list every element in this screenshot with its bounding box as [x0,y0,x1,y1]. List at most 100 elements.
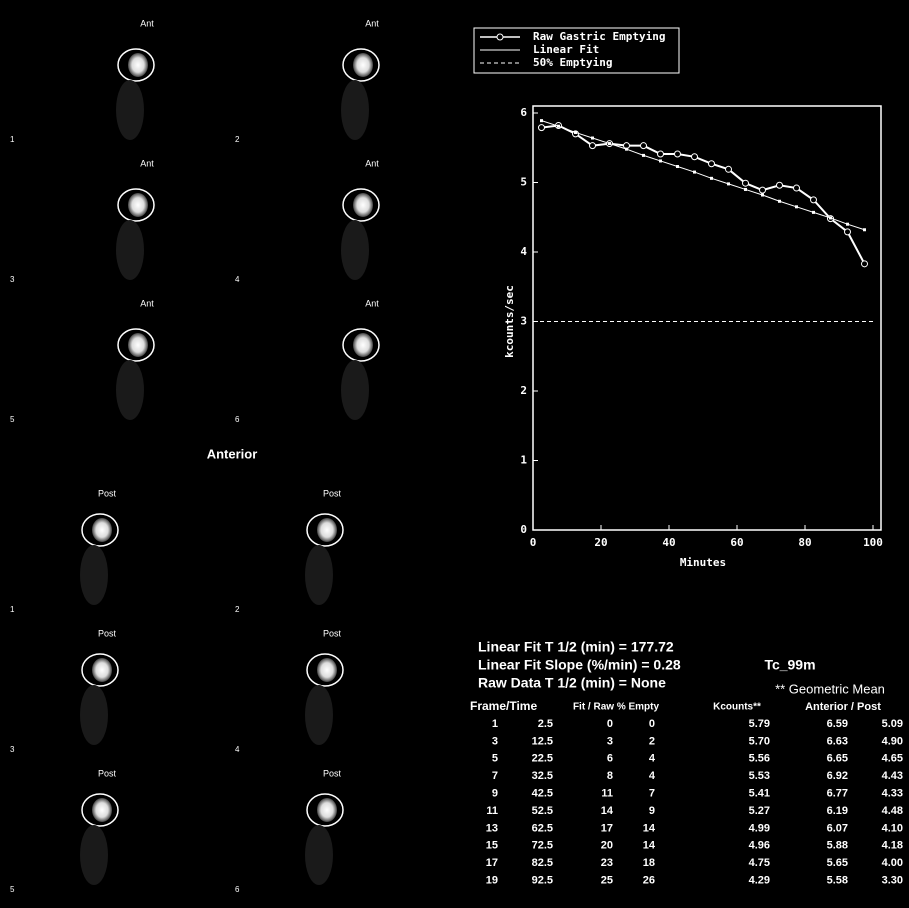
table-cell: 7 [492,770,498,782]
frame-number: 4 [235,745,240,754]
table-cell: 6.63 [827,735,848,747]
data-point [726,166,732,172]
data-point [794,185,800,191]
table-cell: 4.00 [882,857,903,869]
table-cell: 5.79 [749,718,770,730]
table-cell: 4.99 [749,822,770,834]
table-cell: 4 [649,753,656,765]
data-point [658,151,664,157]
view-label: Ant [365,18,379,28]
frame-number: 6 [235,415,240,424]
fit-point [761,194,764,197]
table-cell: 19 [486,875,498,887]
table-cell: 15 [486,840,498,852]
legend-label: 50% Emptying [533,56,612,69]
activity-blob [128,53,148,77]
table-cell: 3 [607,735,613,747]
y-tick-label: 4 [520,245,527,258]
table-cell: 5.65 [827,857,848,869]
view-label: Ant [140,298,154,308]
fit-point [744,188,747,191]
table-cell: 18 [643,857,655,869]
table-cell: 11 [601,788,613,800]
table-cell: 6.77 [827,788,848,800]
faint-activity [305,545,333,605]
y-tick-label: 5 [520,176,527,189]
table-cell: 4.43 [882,770,903,782]
fit-point [693,171,696,174]
table-cell: 14 [643,840,656,852]
table-cell: 1 [492,718,498,730]
table-cell: 92.5 [532,875,553,887]
data-point [811,197,817,203]
view-label: Post [98,488,117,498]
table-cell: 5.70 [749,735,770,747]
stat-line: Linear Fit T 1/2 (min) = 177.72 [478,639,674,655]
y-tick-label: 0 [520,523,527,536]
data-point [709,161,715,167]
fit-point [829,216,832,219]
table-cell: 5.27 [749,805,770,817]
activity-blob [92,658,112,682]
legend-label: Raw Gastric Emptying [533,30,665,43]
table-cell: 26 [643,875,655,887]
fit-point [778,200,781,203]
data-point [760,187,766,193]
table-cell: 3 [492,735,498,747]
view-label: Post [98,628,117,638]
table-cell: 4.75 [749,857,770,869]
table-cell: 6 [607,753,613,765]
frame-number: 1 [10,135,15,144]
fit-point [625,148,628,151]
x-tick-label: 0 [530,536,537,549]
activity-blob [353,193,373,217]
fit-point [863,228,866,231]
frame-number: 6 [235,885,240,894]
table-cell: 25 [601,875,613,887]
fit-point [795,205,798,208]
data-point [743,180,749,186]
table-cell: 4.65 [882,753,903,765]
table-cell: 4.33 [882,788,903,800]
table-cell: 0 [649,718,655,730]
table-cell: 2.5 [538,718,553,730]
view-title: Anterior [207,446,258,461]
frame-number: 1 [10,605,15,614]
table-cell: 5.41 [749,788,770,800]
x-tick-label: 100 [863,536,883,549]
table-cell: 14 [601,805,614,817]
table-cell: 4.29 [749,875,770,887]
table-cell: 6.92 [827,770,848,782]
activity-blob [128,193,148,217]
fit-point [659,159,662,162]
faint-activity [341,80,369,140]
fit-point [812,211,815,214]
table-cell: 20 [601,840,613,852]
faint-activity [116,80,144,140]
frame-number: 3 [10,745,15,754]
table-cell: 32.5 [532,770,553,782]
activity-blob [353,333,373,357]
table-cell: 23 [601,857,613,869]
table-cell: 6.07 [827,822,848,834]
table-cell: 5.09 [882,718,903,730]
table-cell: 14 [643,822,656,834]
table-cell: 4.18 [882,840,903,852]
faint-activity [341,220,369,280]
stat-line: Raw Data T 1/2 (min) = None [478,675,666,691]
table-header: Fit / Raw % Empty [573,702,660,713]
activity-blob [92,518,112,542]
fit-point [676,165,679,168]
faint-activity [80,545,108,605]
screen: Ant1Ant2Ant3Ant4Ant5Ant6Post1Post2Post3P… [0,0,909,908]
data-point [845,229,851,235]
activity-blob [353,53,373,77]
table-header: Kcounts** [713,702,761,713]
fit-point [574,131,577,134]
fit-point [727,182,730,185]
y-tick-label: 1 [520,454,527,467]
view-label: Post [98,768,117,778]
frame-number: 5 [10,885,15,894]
view-label: Ant [365,158,379,168]
table-cell: 52.5 [532,805,553,817]
